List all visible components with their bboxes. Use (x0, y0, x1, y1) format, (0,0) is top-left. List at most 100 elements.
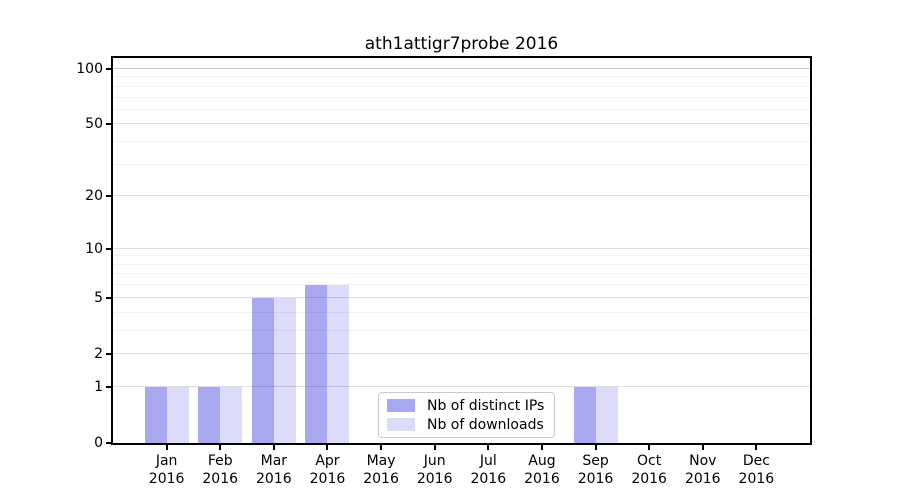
legend-swatch-distinct-ips (387, 399, 415, 412)
x-tick-mark (487, 445, 490, 450)
gridline-minor (113, 163, 810, 165)
x-tick-year: 2016 (684, 471, 721, 487)
x-tick-year: 2016 (738, 471, 775, 487)
x-tick-label: May 2016 (349, 452, 413, 488)
gridline-minor (113, 311, 810, 313)
x-tick-label: Apr 2016 (295, 452, 359, 488)
gridline-minor (113, 255, 810, 257)
gridline-major (113, 195, 810, 197)
y-tick-mark (106, 352, 111, 355)
bar-nb-of-downloads-jan (166, 386, 189, 443)
x-tick-month: Apr (315, 453, 340, 469)
bar-nb-of-downloads-mar (273, 297, 296, 443)
y-tick-label: 1 (94, 378, 103, 395)
gridline-minor (113, 141, 810, 143)
legend-label-downloads: Nb of downloads (427, 416, 544, 433)
x-tick-month: Nov (689, 453, 717, 469)
gridline-major (113, 247, 810, 249)
x-tick-year: 2016 (363, 471, 399, 487)
x-tick-month: May (366, 453, 396, 469)
y-tick-mark (106, 67, 111, 70)
x-tick-label: Jan 2016 (135, 452, 199, 488)
x-tick-label: Aug 2016 (510, 452, 574, 488)
legend-label-distinct-ips: Nb of distinct IPs (427, 397, 545, 414)
gridline-major (113, 385, 810, 387)
bar-nb-of-downloads-feb (220, 386, 243, 443)
x-tick-mark (648, 445, 651, 450)
gridline-major (113, 296, 810, 298)
x-tick-month: Mar (260, 453, 288, 469)
x-tick-label: Oct 2016 (617, 452, 681, 488)
x-tick-year: 2016 (309, 471, 346, 487)
x-tick-mark (701, 445, 704, 450)
y-tick-label: 2 (94, 345, 103, 362)
x-tick-month: Jul (479, 453, 497, 469)
bar-nb-of-distinct-ips-feb (198, 386, 221, 443)
x-tick-label: Jun 2016 (403, 452, 467, 488)
y-tick-mark (106, 385, 111, 388)
x-tick-mark (755, 445, 758, 450)
gridline-minor (113, 273, 810, 275)
x-tick-year: 2016 (524, 471, 560, 487)
legend-item-distinct-ips: Nb of distinct IPs (387, 396, 544, 415)
x-tick-label: Feb 2016 (188, 452, 252, 488)
x-tick-month: Jan (155, 453, 178, 469)
bar-nb-of-distinct-ips-apr (305, 285, 328, 443)
x-tick-year: 2016 (416, 471, 453, 487)
x-tick-month: Oct (637, 453, 662, 469)
x-tick-year: 2016 (202, 471, 239, 487)
gridline-minor (113, 76, 810, 78)
gridline-major (113, 67, 810, 69)
y-tick-label: 50 (85, 116, 103, 133)
x-tick-mark (272, 445, 275, 450)
x-tick-mark (594, 445, 597, 450)
x-tick-label: Dec 2016 (724, 452, 788, 488)
y-tick-label: 5 (94, 289, 103, 306)
y-tick-label: 100 (76, 60, 103, 77)
chart-title: ath1attigr7probe 2016 (364, 34, 559, 54)
x-tick-year: 2016 (631, 471, 667, 487)
y-tick-label: 0 (94, 435, 103, 451)
gridline-major (113, 352, 810, 354)
gridline-minor (113, 284, 810, 286)
x-tick-label: Sep 2016 (564, 452, 628, 488)
x-tick-year: 2016 (470, 471, 507, 487)
gridline-minor (113, 85, 810, 87)
legend: Nb of distinct IPs Nb of downloads (378, 392, 556, 438)
x-tick-mark (219, 445, 222, 450)
y-tick-mark (106, 247, 111, 250)
y-tick-mark (106, 123, 111, 126)
plot-area: Nb of distinct IPs Nb of downloads (111, 56, 812, 445)
gridline-minor (113, 108, 810, 110)
x-tick-label: Mar 2016 (242, 452, 306, 488)
x-tick-mark (540, 445, 543, 450)
x-tick-month: Dec (742, 453, 770, 469)
y-tick-label: 10 (85, 240, 103, 257)
x-tick-mark (165, 445, 168, 450)
x-tick-month: Aug (528, 453, 556, 469)
bar-nb-of-distinct-ips-sep (573, 386, 596, 443)
legend-swatch-downloads (387, 418, 415, 431)
bar-nb-of-downloads-apr (327, 285, 350, 443)
x-tick-mark (326, 445, 329, 450)
x-tick-month: Jun (423, 453, 446, 469)
gridline-major (113, 123, 810, 125)
gridline-minor (113, 329, 810, 331)
y-tick-mark (106, 195, 111, 198)
x-tick-month: Sep (582, 453, 609, 469)
x-tick-mark (433, 445, 436, 450)
bar-nb-of-distinct-ips-jan (144, 386, 167, 443)
x-tick-year: 2016 (148, 471, 185, 487)
x-tick-month: Feb (207, 453, 233, 469)
x-tick-year: 2016 (256, 471, 292, 487)
gridline-minor (113, 263, 810, 265)
legend-item-downloads: Nb of downloads (387, 415, 544, 434)
x-tick-year: 2016 (577, 471, 614, 487)
y-tick-mark (106, 442, 111, 444)
bar-nb-of-distinct-ips-mar (251, 297, 274, 443)
bar-nb-of-downloads-sep (595, 386, 618, 443)
x-tick-mark (380, 445, 383, 450)
y-tick-label: 20 (85, 188, 103, 205)
gridline-minor (113, 96, 810, 98)
